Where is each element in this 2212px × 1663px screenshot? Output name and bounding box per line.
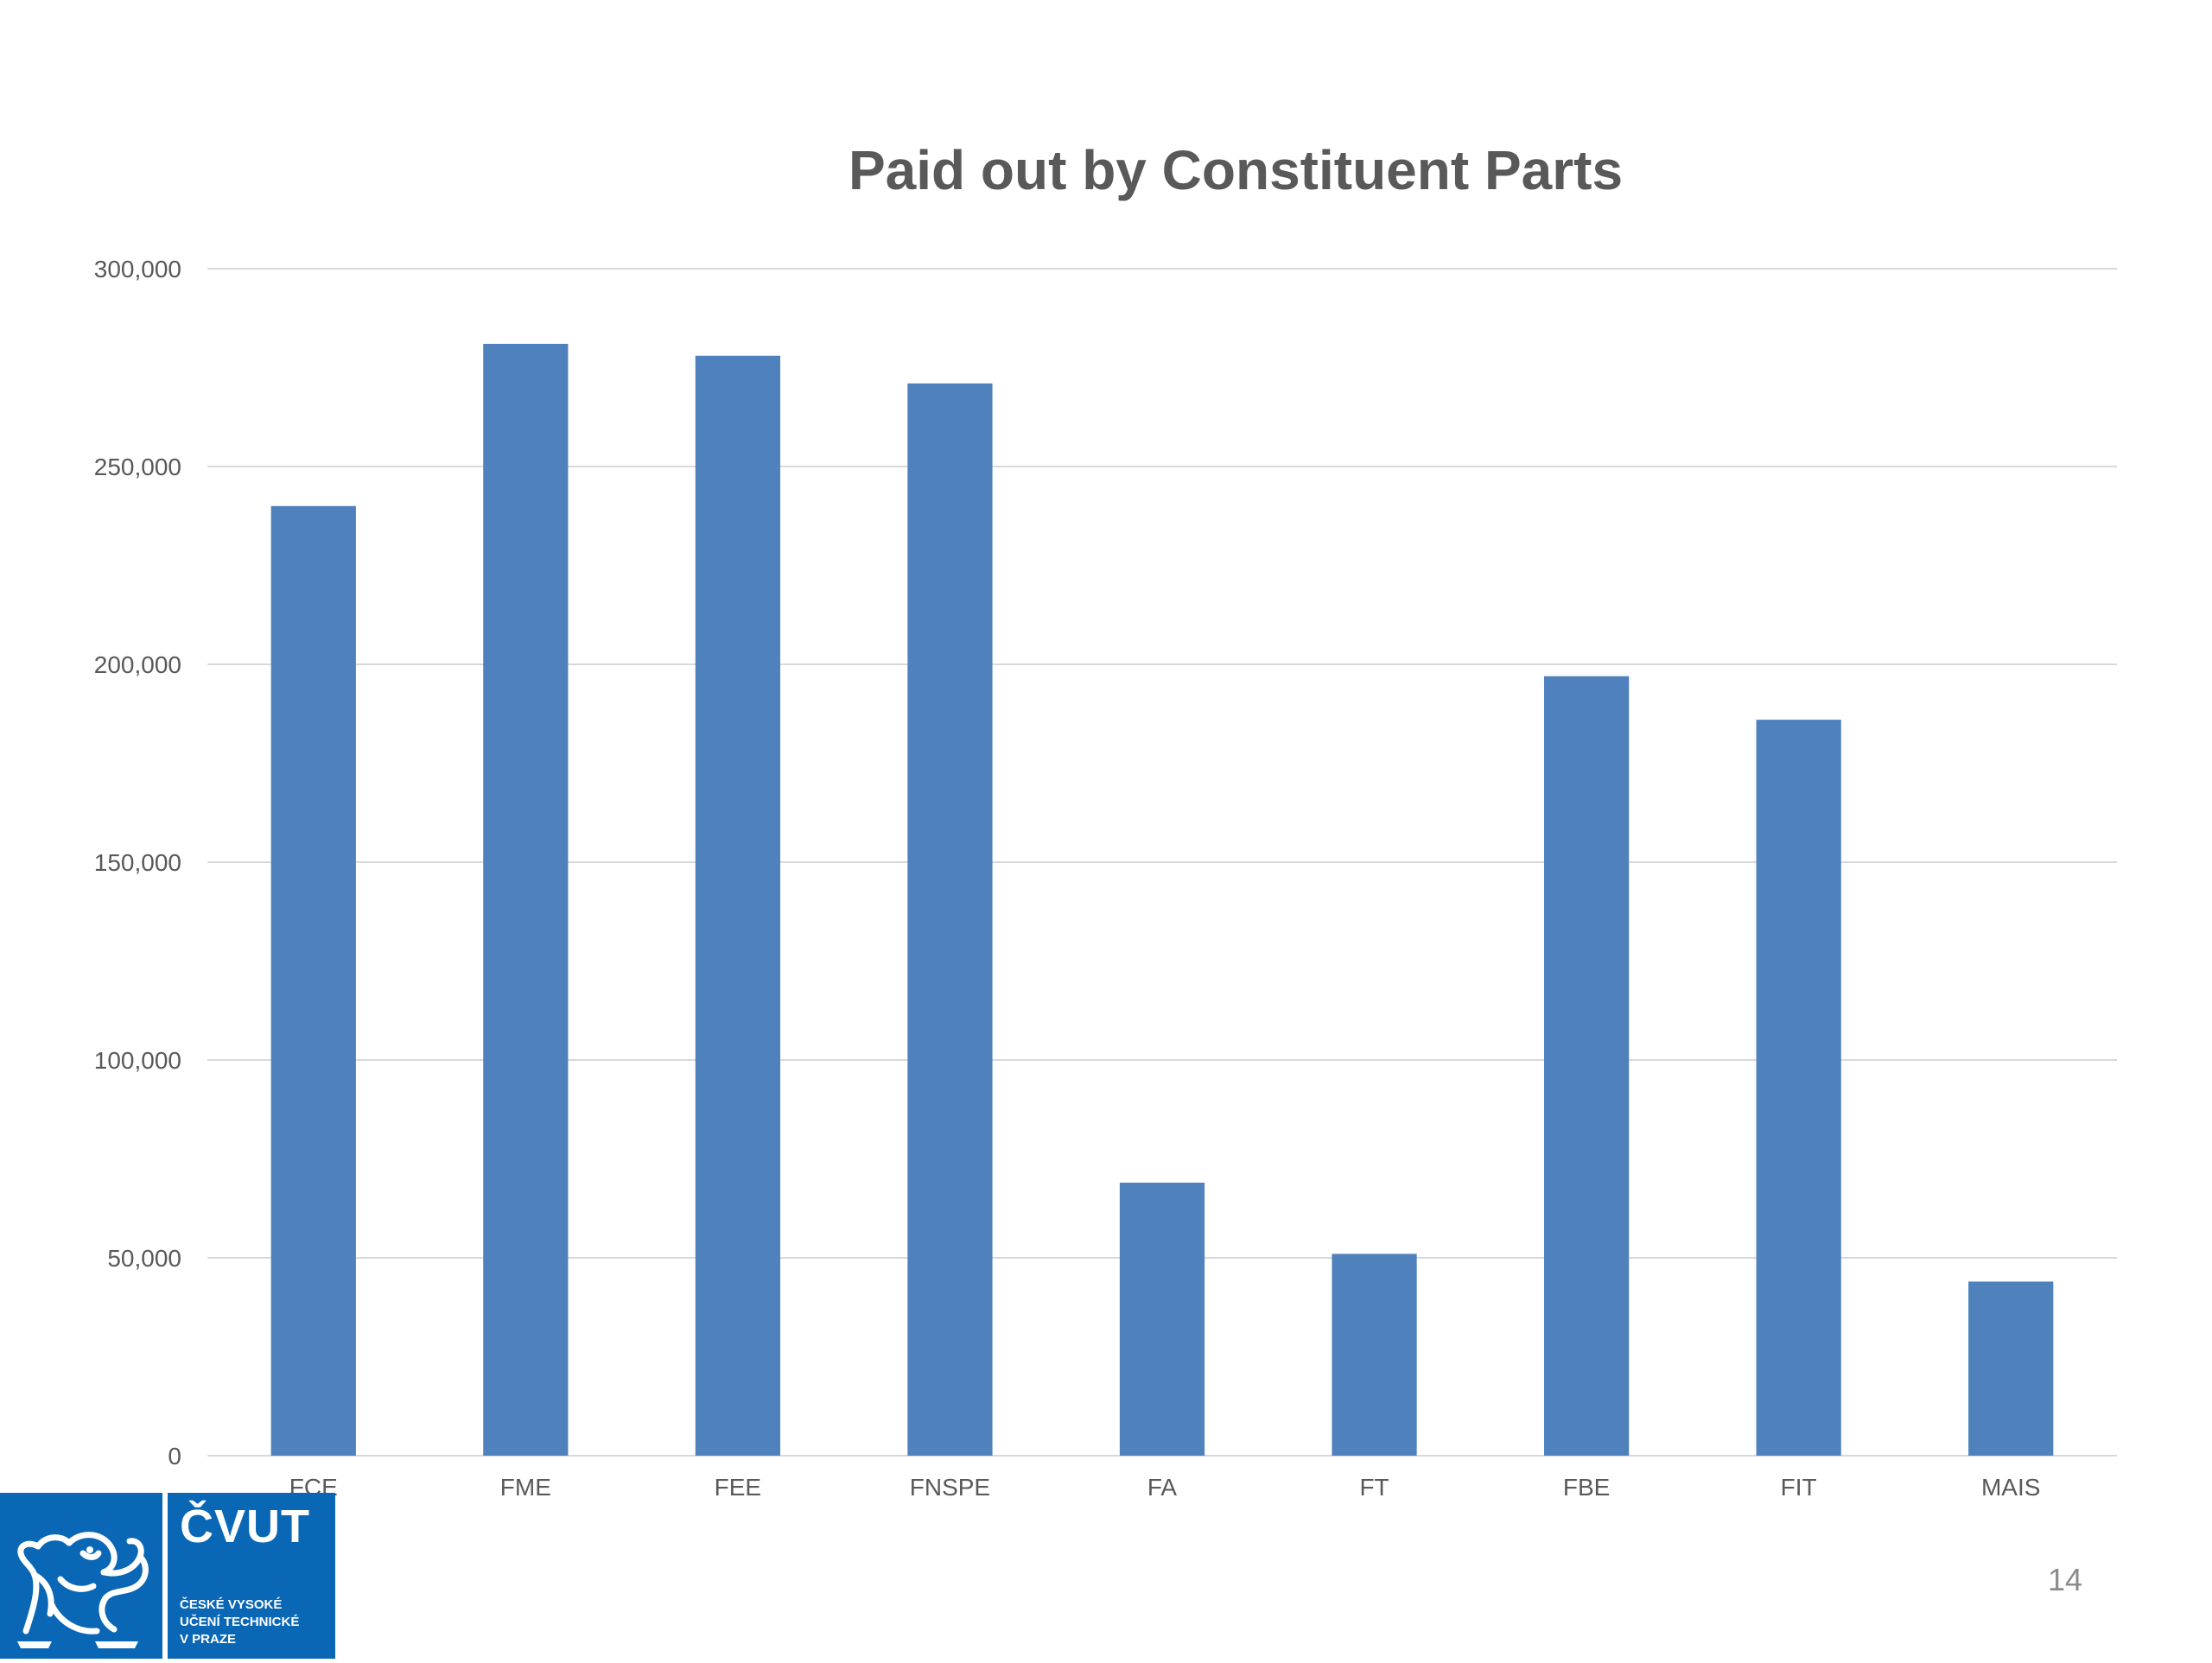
logo-divider [162, 1493, 168, 1659]
y-tick-label: 0 [168, 1443, 181, 1469]
bar-fee [695, 355, 780, 1456]
logo-subtitle: ČESKÉ VYSOKÉ UČENÍ TECHNICKÉ V PRAZE [180, 1596, 335, 1648]
logo-subtitle-line: ČESKÉ VYSOKÉ [180, 1597, 283, 1612]
y-tick-label: 300,000 [94, 256, 181, 282]
page-number: 14 [2047, 1562, 2082, 1597]
lion-emblem-icon [0, 1493, 162, 1659]
logo-subtitle-line: V PRAZE [180, 1632, 237, 1647]
x-tick-label: FT [1359, 1474, 1389, 1501]
y-tick-label: 50,000 [107, 1245, 181, 1272]
y-tick-label: 200,000 [94, 651, 181, 678]
y-tick-label: 150,000 [94, 849, 181, 876]
x-axis-category-labels: FCE FME FEE FNSPE FA FT FBE FIT MAIS [289, 1474, 2041, 1501]
x-tick-label: MAIS [1981, 1474, 2040, 1501]
bar-mais [1968, 1281, 2054, 1456]
y-tick-label: 100,000 [94, 1047, 181, 1074]
bar-fnspe [907, 383, 993, 1456]
x-tick-label: FA [1147, 1474, 1178, 1501]
logo-subtitle-line: UČENÍ TECHNICKÉ [180, 1615, 300, 1629]
bar-fa [1119, 1182, 1205, 1456]
x-tick-label: FBE [1563, 1474, 1610, 1501]
logo-wordmark: ČVUT ČESKÉ VYSOKÉ UČENÍ TECHNICKÉ V PRAZ… [168, 1493, 335, 1659]
bars [270, 344, 2054, 1456]
bar-fit [1756, 720, 1841, 1456]
x-tick-label: FME [500, 1474, 551, 1501]
x-tick-label: FEE [715, 1474, 761, 1501]
bar-ft [1332, 1254, 1417, 1456]
logo-name: ČVUT [180, 1501, 310, 1552]
bar-fbe [1544, 676, 1630, 1456]
x-tick-label: FIT [1781, 1474, 1817, 1501]
bar-fce [270, 505, 356, 1456]
y-axis-tick-labels: 0 50,000 100,000 150,000 200,000 250,000 300,0… [94, 256, 181, 1469]
y-tick-label: 250,000 [94, 454, 181, 480]
bar-fme [483, 344, 569, 1456]
cvut-logo: ČVUT ČESKÉ VYSOKÉ UČENÍ TECHNICKÉ V PRAZ… [0, 1493, 335, 1659]
x-tick-label: FNSPE [910, 1474, 990, 1501]
